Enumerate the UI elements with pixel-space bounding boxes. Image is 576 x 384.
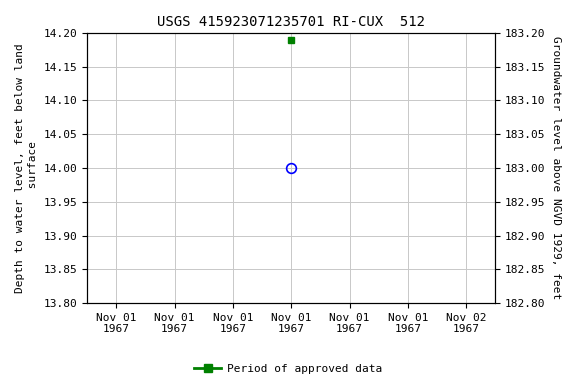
- Title: USGS 415923071235701 RI-CUX  512: USGS 415923071235701 RI-CUX 512: [157, 15, 425, 29]
- Y-axis label: Groundwater level above NGVD 1929, feet: Groundwater level above NGVD 1929, feet: [551, 36, 561, 300]
- Legend: Period of approved data: Period of approved data: [190, 359, 386, 379]
- Y-axis label: Depth to water level, feet below land
 surface: Depth to water level, feet below land su…: [15, 43, 38, 293]
